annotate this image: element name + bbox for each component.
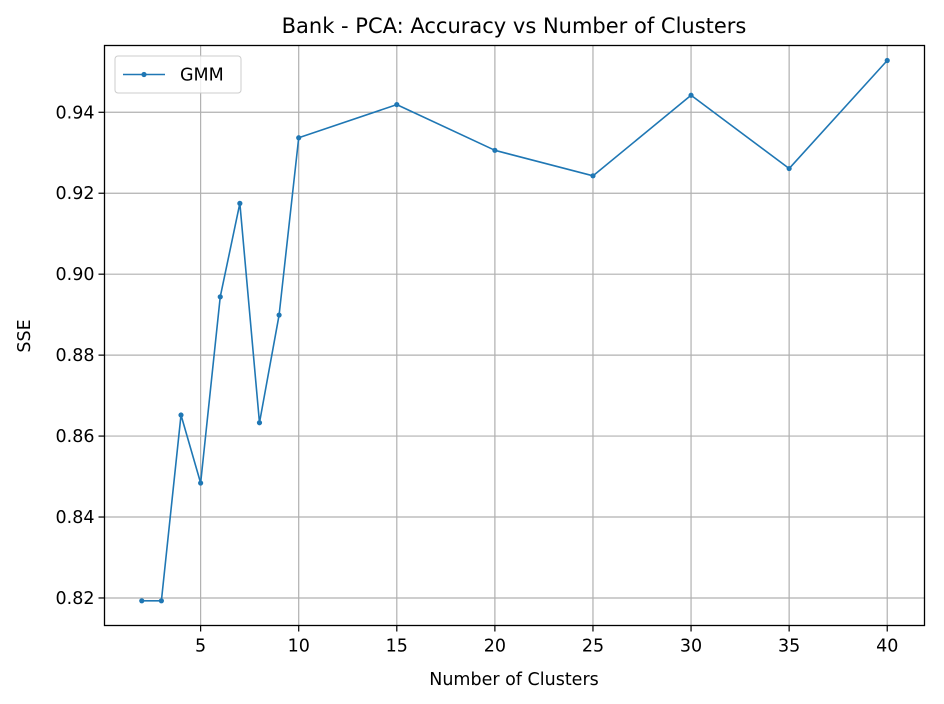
grid-lines bbox=[104, 45, 925, 626]
data-point bbox=[256, 420, 263, 426]
data-point bbox=[688, 92, 694, 98]
y-tick-label: 0.86 bbox=[56, 427, 95, 447]
data-point bbox=[178, 412, 184, 418]
data-point bbox=[198, 480, 204, 486]
y-tick-label: 0.94 bbox=[56, 103, 95, 123]
x-tick-label: 30 bbox=[680, 637, 702, 657]
legend-marker-gmm bbox=[141, 71, 147, 78]
x-tick-label: 35 bbox=[778, 637, 800, 657]
y-tick-label: 0.88 bbox=[56, 346, 95, 366]
data-point bbox=[217, 294, 223, 300]
y-tick-label: 0.82 bbox=[56, 589, 95, 609]
plot-frame bbox=[103, 44, 926, 627]
data-point bbox=[884, 57, 890, 64]
y-tick-label: 0.92 bbox=[56, 184, 95, 204]
data-point bbox=[590, 173, 596, 179]
axis-ticks: 5 10 15 20 25 30 35 40 0.82 0.84 0.86 0.88 0.90 0.92 0… bbox=[56, 103, 899, 656]
x-tick-label: 15 bbox=[386, 637, 408, 657]
data-point bbox=[296, 135, 302, 141]
y-tick-label: 0.90 bbox=[56, 265, 95, 285]
x-tick-label: 20 bbox=[484, 637, 506, 657]
series-group bbox=[139, 57, 890, 604]
legend: GMM bbox=[114, 55, 242, 94]
data-point bbox=[139, 598, 145, 604]
y-axis-label: SSE bbox=[15, 319, 35, 352]
data-point bbox=[237, 200, 243, 206]
x-tick-label: 10 bbox=[288, 637, 310, 657]
x-tick-label: 25 bbox=[582, 637, 604, 657]
x-axis-label: Number of Clusters bbox=[429, 670, 599, 690]
y-tick-label: 0.84 bbox=[56, 508, 95, 528]
data-point bbox=[158, 598, 164, 604]
data-point bbox=[394, 101, 400, 108]
x-tick-label: 40 bbox=[876, 637, 898, 657]
chart-title: Bank - PCA: Accuracy vs Number of Cluste… bbox=[282, 14, 747, 38]
data-point bbox=[276, 312, 282, 318]
x-tick-label: 5 bbox=[195, 637, 206, 657]
data-point bbox=[786, 165, 792, 172]
data-point bbox=[492, 147, 498, 153]
legend-box bbox=[114, 55, 242, 94]
legend-label-gmm: GMM bbox=[180, 66, 224, 86]
